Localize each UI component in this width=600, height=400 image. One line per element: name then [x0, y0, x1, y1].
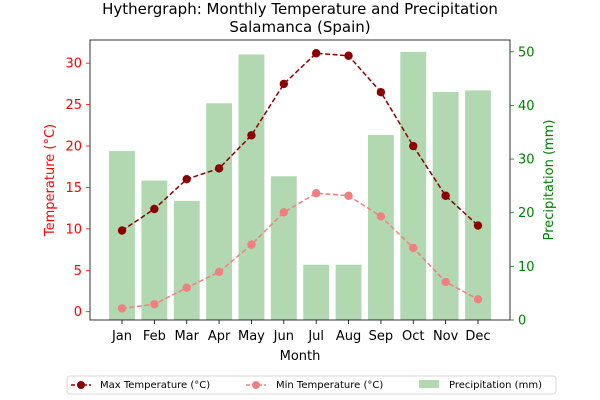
plot-frame	[89, 39, 511, 321]
legend-precip-label: Precipitation (mm)	[449, 380, 542, 391]
legend: Max Temperature (°C) Min Temperature (°C…	[66, 375, 557, 395]
min-temp-point-feb	[150, 300, 159, 309]
legend-max-marker	[77, 381, 85, 389]
y-axis-left-label: Temperature (°C)	[43, 124, 58, 237]
max-temp-point-jun	[279, 79, 289, 89]
min-temp-point-may	[247, 240, 256, 249]
max-temp-point-dec	[473, 221, 483, 230]
x-tick-label: Jan	[111, 329, 132, 344]
x-tick-label: Apr	[208, 329, 231, 344]
max-temp-point-jan	[117, 226, 127, 235]
x-tick-label: Jun	[273, 329, 294, 344]
min-temp-point-sep	[376, 212, 386, 221]
y-right-tick-label: 10	[518, 260, 535, 275]
min-temp-point-jun	[279, 208, 289, 217]
x-tick-label: May	[238, 329, 265, 344]
min-temp-point-nov	[441, 277, 450, 287]
min-temp-point-oct	[409, 243, 418, 253]
legend-precip-swatch	[419, 380, 439, 388]
precip-bar-mar	[173, 200, 200, 320]
max-temp-point-nov	[441, 191, 450, 200]
max-temp-point-may	[247, 131, 256, 140]
x-tick-label: Feb	[143, 329, 166, 344]
x-tick-label: Oct	[402, 329, 424, 344]
y-right-tick-label: 40	[518, 99, 535, 114]
min-temp-point-dec	[473, 295, 483, 304]
precip-bar-may	[238, 54, 265, 320]
y-right-tick-label: 30	[518, 153, 535, 168]
max-temp-point-feb	[150, 204, 159, 214]
precip-bar-apr	[206, 103, 233, 321]
y-left-tick-label: 25	[65, 98, 82, 113]
y-right-tick-label: 0	[518, 314, 526, 329]
max-temp-line	[121, 52, 479, 232]
temperature-lines	[117, 49, 483, 313]
max-temp-point-jul	[311, 49, 321, 58]
x-tick-label: Dec	[465, 329, 490, 344]
x-tick-label: Aug	[336, 329, 361, 344]
y-right-tick-label: 50	[518, 45, 535, 60]
y-left-tick-label: 0	[74, 305, 82, 320]
max-temp-point-mar	[182, 174, 191, 184]
precip-bar-dec	[465, 90, 491, 321]
max-temp-point-sep	[376, 87, 386, 97]
axes: Jan Feb Mar Apr May Jun Jul Aug Sep Oct Nov Dec 0 5 10…	[65, 45, 534, 344]
precip-bar-jan	[109, 151, 135, 320]
y-left-tick-label: 30	[65, 57, 82, 72]
y-left-tick-label: 10	[65, 222, 82, 237]
max-temp-point-aug	[344, 51, 353, 60]
precip-bar-aug	[335, 264, 362, 320]
min-temp-point-aug	[344, 191, 353, 200]
precipitation-bars	[109, 51, 491, 321]
precip-bar-oct	[400, 51, 427, 320]
precip-bar-jul	[303, 264, 330, 320]
legend-min-label: Min Temperature (°C)	[276, 380, 383, 391]
chart-title: Hythergraph: Monthly Temperature and Pre…	[102, 0, 498, 18]
x-tick-label: Nov	[433, 329, 459, 344]
max-temp-point-oct	[409, 141, 418, 151]
legend-min-marker	[252, 381, 260, 389]
precip-bar-sep	[367, 134, 394, 320]
precip-bar-feb	[141, 180, 168, 320]
y-right-tick-label: 20	[518, 206, 535, 221]
y-left-tick-label: 5	[74, 264, 82, 279]
min-temp-point-jul	[311, 189, 321, 198]
precip-bar-jun	[270, 176, 297, 320]
y-left-tick-label: 20	[65, 140, 82, 155]
y-left-tick-label: 15	[65, 181, 82, 196]
x-axis-label: Month	[280, 349, 321, 364]
chart-subtitle: Salamanca (Spain)	[229, 18, 370, 36]
legend-max-label: Max Temperature (°C)	[100, 380, 210, 391]
y-axis-right-label: Precipitation (mm)	[542, 120, 557, 241]
min-temp-point-apr	[214, 267, 224, 277]
x-tick-label: Mar	[174, 329, 199, 344]
x-tick-label: Sep	[369, 329, 394, 344]
min-temp-line	[121, 192, 479, 310]
max-temp-point-apr	[214, 164, 224, 173]
min-temp-point-mar	[182, 283, 191, 292]
x-tick-label: Jul	[307, 329, 324, 344]
min-temp-point-jan	[117, 304, 127, 313]
